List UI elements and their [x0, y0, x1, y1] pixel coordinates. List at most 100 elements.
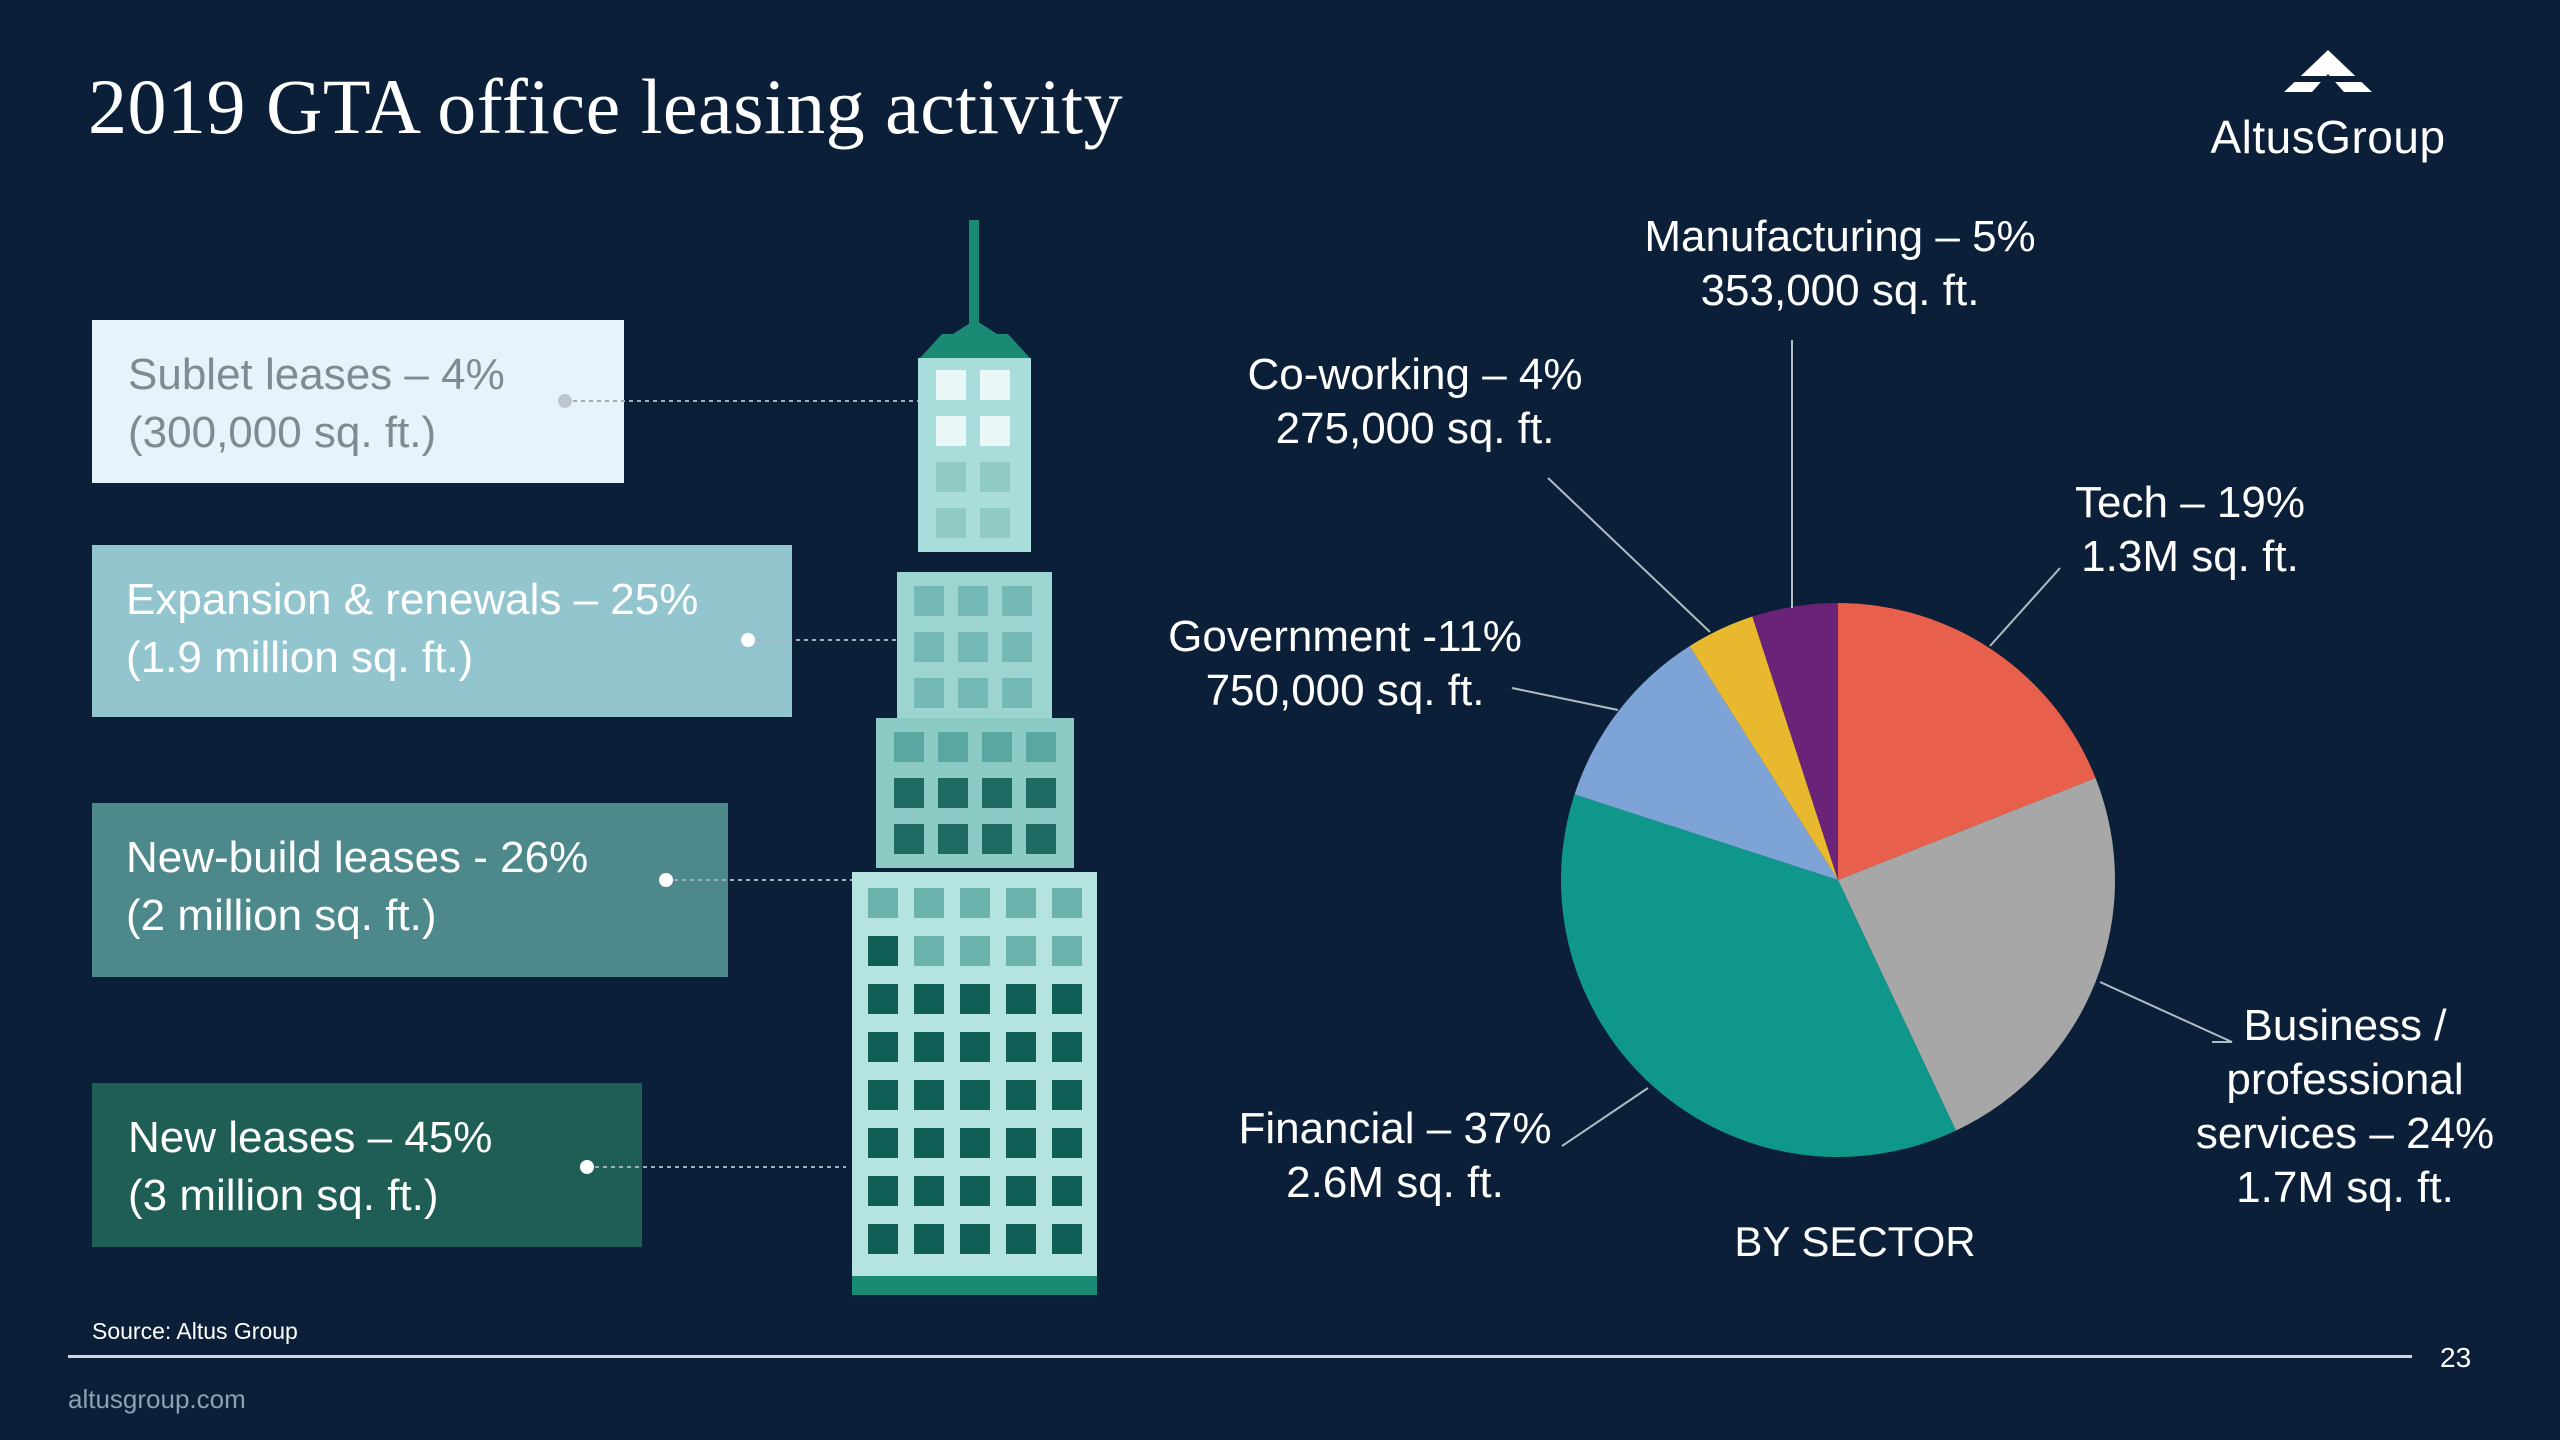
slice-label: Business /	[2243, 1001, 2447, 1050]
slice-value: 2.6M sq. ft.	[1286, 1158, 1504, 1207]
source-note: Source: Altus Group	[92, 1318, 298, 1344]
building-window	[958, 678, 988, 708]
building-window	[1052, 936, 1082, 966]
pie-slice-government	[1574, 646, 1838, 880]
pie-slice-manufacturing	[1752, 603, 1838, 880]
slice-value: 353,000 sq. ft.	[1700, 266, 1980, 315]
building-window	[960, 888, 990, 918]
leader-financial	[1561, 1087, 1649, 1147]
building-window	[868, 984, 898, 1014]
lease-label: Sublet leases – 4%	[128, 350, 505, 399]
logo-mark-icon	[2278, 50, 2378, 92]
building-window	[958, 632, 988, 662]
building-window	[868, 936, 898, 966]
building-window	[1006, 1224, 1036, 1254]
sector-pie-chart	[1511, 340, 2233, 1157]
building-window	[868, 1032, 898, 1062]
building-window	[1006, 1176, 1036, 1206]
slice-value: 750,000 sq. ft.	[1205, 666, 1485, 715]
chart-title: BY SECTOR	[1734, 1218, 1976, 1265]
leader-government	[1511, 687, 1619, 711]
building-illustration	[852, 220, 1097, 1295]
pie-slice-business-professional-services	[1838, 778, 2115, 1131]
pie-slice-co-working	[1689, 616, 1838, 880]
pie-label-coworking: Co-working – 4% 275,000 sq. ft.	[1210, 348, 1620, 456]
building-window	[1002, 632, 1032, 662]
building-window	[1052, 984, 1082, 1014]
building-window	[960, 1176, 990, 1206]
leader-coworking	[1547, 477, 1711, 633]
building-window	[1006, 1032, 1036, 1062]
slice-label: professional	[2226, 1055, 2464, 1104]
building-window	[914, 936, 944, 966]
building-window	[914, 1176, 944, 1206]
building-window	[1006, 984, 1036, 1014]
building-window	[936, 370, 966, 400]
building-window	[960, 1128, 990, 1158]
building-window	[980, 462, 1010, 492]
building-window	[914, 888, 944, 918]
lease-sqft: (1.9 million sq. ft.)	[126, 633, 474, 682]
slice-value: 275,000 sq. ft.	[1275, 404, 1555, 453]
pie-slice-financial	[1561, 794, 1956, 1157]
building-window	[980, 508, 1010, 538]
building-window	[1006, 1080, 1036, 1110]
building-window	[1052, 1224, 1082, 1254]
building-window	[980, 370, 1010, 400]
building-window	[1002, 678, 1032, 708]
slice-label: Financial – 37%	[1238, 1104, 1552, 1153]
building-window	[960, 1080, 990, 1110]
building-window	[1052, 888, 1082, 918]
pie-label-business: Business / professional services – 24% 1…	[2180, 999, 2510, 1215]
pie-label-government: Government -11% 750,000 sq. ft.	[1130, 610, 1560, 718]
building-window	[1052, 1080, 1082, 1110]
building-window	[1052, 1176, 1082, 1206]
slice-label: Co-working – 4%	[1247, 350, 1583, 399]
building-window	[914, 1080, 944, 1110]
building-window	[936, 508, 966, 538]
building-window	[1006, 888, 1036, 918]
building-window	[1026, 824, 1056, 854]
slice-value: 1.7M sq. ft.	[2236, 1163, 2454, 1212]
building-window	[868, 1176, 898, 1206]
website-link[interactable]: altusgroup.com	[68, 1384, 246, 1414]
building-window	[914, 678, 944, 708]
building-window	[914, 586, 944, 616]
building-window	[868, 1224, 898, 1254]
building-window	[960, 1224, 990, 1254]
logo-text: AltusGroup	[2210, 111, 2446, 163]
building-window	[960, 984, 990, 1014]
building-window	[958, 586, 988, 616]
building-window	[960, 1032, 990, 1062]
building-window	[936, 462, 966, 492]
building-window	[938, 778, 968, 808]
building-window	[1006, 936, 1036, 966]
lease-label: Expansion & renewals – 25%	[126, 575, 699, 624]
footer-divider	[68, 1355, 2412, 1358]
lease-sqft: (2 million sq. ft.)	[126, 891, 437, 940]
lease-label: New leases – 45%	[128, 1113, 493, 1162]
building-window	[914, 984, 944, 1014]
lease-box-sublet: Sublet leases – 4% (300,000 sq. ft.)	[92, 320, 624, 483]
building-window	[938, 732, 968, 762]
building-window	[1026, 778, 1056, 808]
altus-group-logo: AltusGroup	[2188, 48, 2468, 168]
building-window	[1052, 1128, 1082, 1158]
lease-sqft: (3 million sq. ft.)	[128, 1171, 439, 1220]
pie-label-financial: Financial – 37% 2.6M sq. ft.	[1200, 1102, 1590, 1210]
building-window	[894, 732, 924, 762]
lease-sqft: (300,000 sq. ft.)	[128, 408, 437, 457]
building-window	[914, 1224, 944, 1254]
building-window	[980, 416, 1010, 446]
building-window	[894, 824, 924, 854]
building-window	[1006, 1128, 1036, 1158]
slice-label: Tech – 19%	[2075, 478, 2305, 527]
lease-label: New-build leases - 26%	[126, 833, 589, 882]
page-number: 23	[2440, 1342, 2472, 1373]
page-title: 2019 GTA office leasing activity	[88, 63, 1124, 150]
pie-slice-tech	[1838, 603, 2096, 880]
building-window	[960, 936, 990, 966]
building-window	[1026, 732, 1056, 762]
building-window	[894, 778, 924, 808]
building-window	[868, 1080, 898, 1110]
